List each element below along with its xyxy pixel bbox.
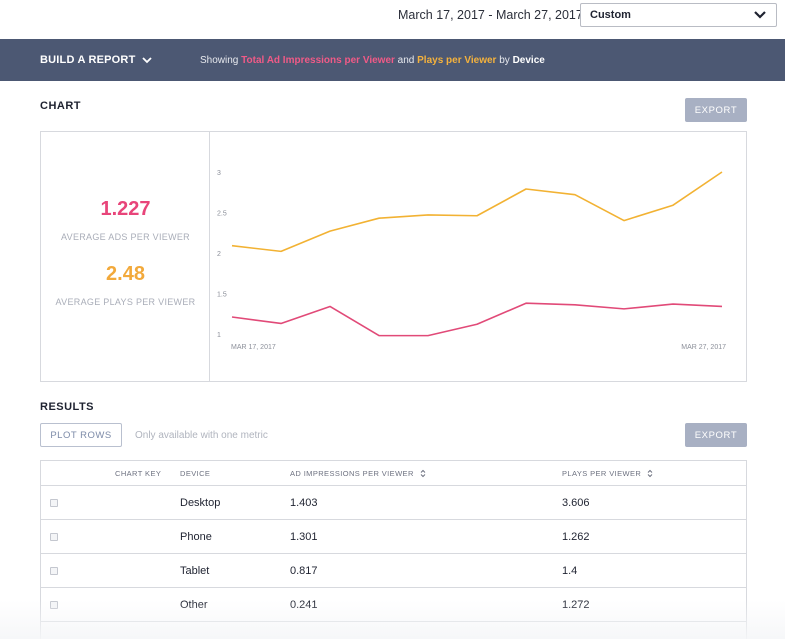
- line-chart: 1 1.5 2 2.5 3 MAR 17, 2017 MAR 27, 2017: [217, 170, 726, 351]
- avg-ads-label: AVERAGE ADS PER VIEWER: [61, 232, 190, 242]
- chevron-down-icon: [754, 11, 766, 19]
- date-range-text: March 17, 2017 - March 27, 2017: [398, 8, 583, 22]
- table-header: CHART KEY DEVICE AD IMPRESSIONS PER VIEW…: [41, 461, 746, 486]
- y-tick-label: 1: [217, 332, 221, 339]
- results-table: CHART KEY DEVICE AD IMPRESSIONS PER VIEW…: [40, 460, 747, 639]
- column-header-label: CHART KEY: [115, 469, 162, 478]
- column-header-plays[interactable]: PLAYS PER VIEWER: [562, 469, 653, 478]
- column-header-label: DEVICE: [180, 469, 211, 478]
- column-header-device: DEVICE: [180, 469, 210, 478]
- y-tick-label: 2: [217, 251, 221, 258]
- plays-cell: 3.606: [562, 497, 590, 509]
- device-cell: Other: [180, 599, 208, 611]
- ad-impressions-cell: 0.817: [290, 565, 318, 577]
- results-section-title: RESULTS: [40, 401, 95, 413]
- build-report-label: BUILD A REPORT: [40, 54, 136, 66]
- connector-word: and: [397, 55, 415, 66]
- chevron-down-icon: [142, 57, 153, 64]
- report-header: BUILD A REPORT Showing Total Ad Impressi…: [0, 39, 785, 81]
- y-tick-label: 1.5: [217, 292, 227, 299]
- summary-stats: 1.227 AVERAGE ADS PER VIEWER 2.48 AVERAG…: [41, 132, 210, 381]
- table-row: Phone 1.301 1.262: [41, 520, 746, 554]
- by-word: by: [499, 55, 510, 66]
- showing-prefix: Showing: [200, 55, 239, 66]
- avg-plays-value: 2.48: [106, 263, 145, 285]
- device-cell: Desktop: [180, 497, 221, 509]
- x-tick-label: MAR 27, 2017: [681, 344, 726, 351]
- y-tick-label: 2.5: [217, 211, 227, 218]
- ad-impressions-cell: 0.241: [290, 599, 318, 611]
- report-description: Showing Total Ad Impressions per Viewer …: [200, 55, 545, 66]
- table-row: Tablet 0.817 1.4: [41, 554, 746, 588]
- table-row: Desktop 1.403 3.606: [41, 486, 746, 520]
- ad-impressions-cell: 1.301: [290, 531, 318, 543]
- date-range-select-value: Custom: [590, 9, 631, 21]
- sort-icon: [647, 469, 653, 478]
- plot-rows-note: Only available with one metric: [135, 430, 268, 441]
- build-report-button[interactable]: BUILD A REPORT: [40, 54, 153, 66]
- avg-ads-value: 1.227: [100, 198, 151, 220]
- y-tick-label: 3: [217, 170, 221, 177]
- row-checkbox[interactable]: [50, 499, 58, 507]
- avg-plays-label: AVERAGE PLAYS PER VIEWER: [55, 297, 196, 307]
- chart-export-button[interactable]: EXPORT: [685, 98, 747, 122]
- dimension-name: Device: [512, 55, 545, 66]
- x-tick-label: MAR 17, 2017: [231, 344, 276, 351]
- plays-per-viewer-line: [231, 171, 723, 253]
- ads-per-viewer-line: [231, 302, 723, 337]
- plays-cell: 1.272: [562, 599, 590, 611]
- column-header-label: PLAYS PER VIEWER: [562, 469, 642, 478]
- sort-icon: [420, 469, 426, 478]
- table-row: Other 0.241 1.272: [41, 588, 746, 622]
- row-checkbox[interactable]: [50, 601, 58, 609]
- plays-cell: 1.4: [562, 565, 578, 577]
- column-header-ad-impressions[interactable]: AD IMPRESSIONS PER VIEWER: [290, 469, 426, 478]
- chart-panel: 1.227 AVERAGE ADS PER VIEWER 2.48 AVERAG…: [40, 131, 747, 382]
- device-cell: Phone: [180, 531, 212, 543]
- metric-1-name: Total Ad Impressions per Viewer: [241, 55, 395, 66]
- date-range-select[interactable]: Custom: [580, 3, 777, 27]
- plays-cell: 1.262: [562, 531, 590, 543]
- results-export-button[interactable]: EXPORT: [685, 423, 747, 447]
- device-cell: Tablet: [180, 565, 210, 577]
- row-checkbox[interactable]: [50, 567, 58, 575]
- column-header-label: AD IMPRESSIONS PER VIEWER: [290, 469, 414, 478]
- row-checkbox[interactable]: [50, 533, 58, 541]
- column-header-chart-key: CHART KEY: [115, 469, 161, 478]
- chart-section-title: CHART: [40, 100, 81, 112]
- plot-rows-button[interactable]: PLOT ROWS: [40, 423, 122, 447]
- ad-impressions-cell: 1.403: [290, 497, 318, 509]
- metric-2-name: Plays per Viewer: [417, 55, 497, 66]
